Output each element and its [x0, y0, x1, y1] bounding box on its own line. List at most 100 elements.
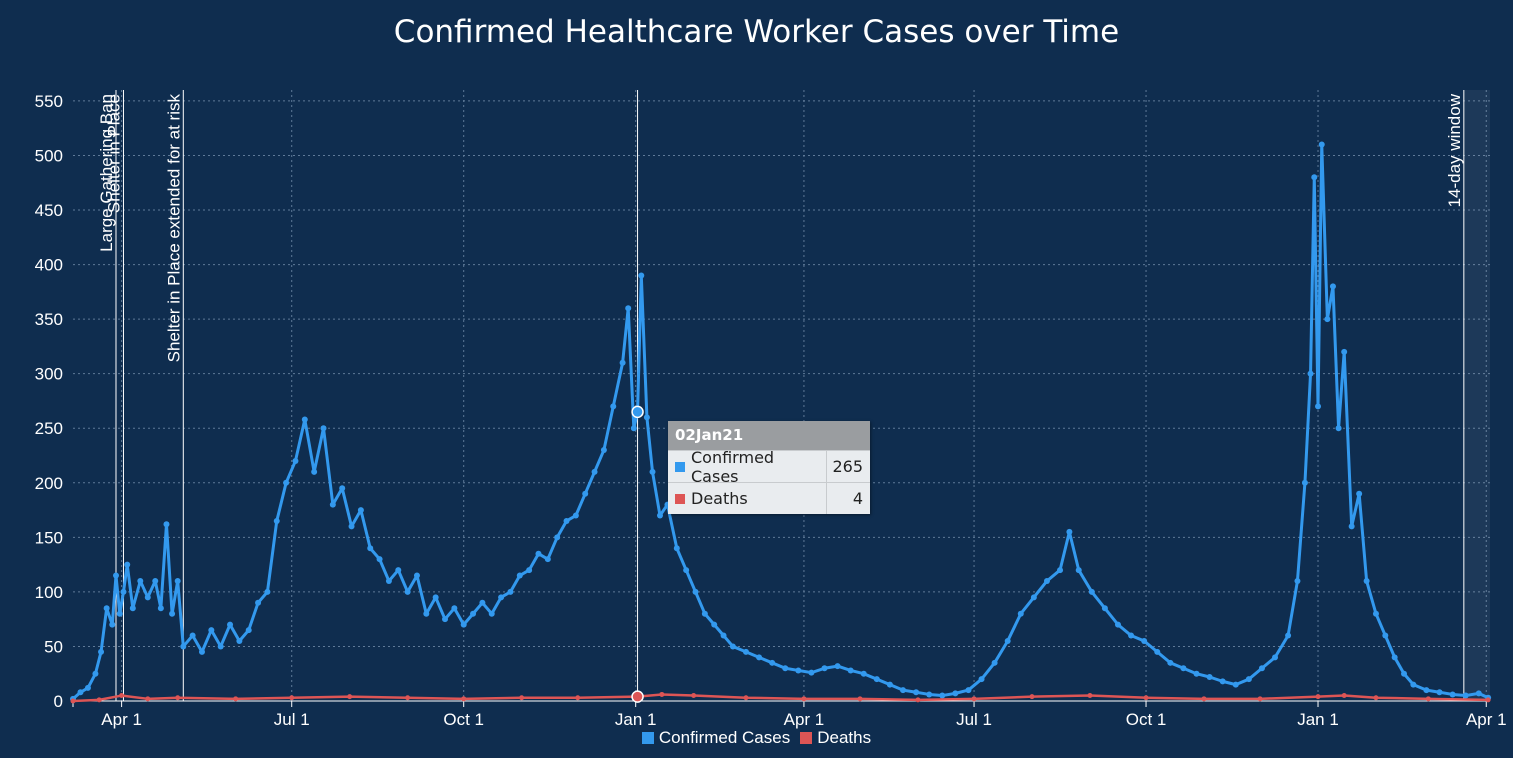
- data-point-confirmed-cases[interactable]: [227, 621, 234, 628]
- data-point-confirmed-cases[interactable]: [1030, 594, 1037, 601]
- data-point-confirmed-cases[interactable]: [137, 577, 144, 584]
- data-point-confirmed-cases[interactable]: [711, 621, 718, 628]
- data-point-deaths[interactable]: [1257, 696, 1263, 702]
- data-point-confirmed-cases[interactable]: [479, 599, 486, 606]
- data-point-deaths[interactable]: [347, 694, 353, 700]
- data-point-deaths[interactable]: [1029, 694, 1035, 700]
- data-point-deaths[interactable]: [1425, 696, 1431, 702]
- data-point-confirmed-cases[interactable]: [329, 501, 336, 508]
- data-point-confirmed-cases[interactable]: [1315, 403, 1322, 410]
- data-point-confirmed-cases[interactable]: [451, 605, 458, 612]
- data-point-confirmed-cases[interactable]: [1154, 648, 1161, 655]
- data-point-confirmed-cases[interactable]: [769, 659, 776, 666]
- data-point-confirmed-cases[interactable]: [236, 637, 243, 644]
- data-point-confirmed-cases[interactable]: [1382, 632, 1389, 639]
- data-point-confirmed-cases[interactable]: [470, 610, 477, 617]
- data-point-confirmed-cases[interactable]: [1219, 678, 1226, 685]
- data-point-deaths[interactable]: [691, 693, 697, 699]
- data-point-confirmed-cases[interactable]: [913, 689, 920, 696]
- data-point-confirmed-cases[interactable]: [926, 691, 933, 698]
- data-point-deaths[interactable]: [1341, 693, 1347, 699]
- data-point-confirmed-cases[interactable]: [157, 605, 164, 612]
- data-point-confirmed-cases[interactable]: [507, 588, 514, 595]
- data-point-confirmed-cases[interactable]: [84, 684, 91, 691]
- data-point-confirmed-cases[interactable]: [169, 610, 176, 617]
- data-point-confirmed-cases[interactable]: [683, 567, 690, 574]
- data-point-confirmed-cases[interactable]: [1475, 690, 1482, 697]
- data-point-confirmed-cases[interactable]: [180, 643, 187, 650]
- data-point-confirmed-cases[interactable]: [1335, 425, 1342, 432]
- data-point-confirmed-cases[interactable]: [124, 561, 131, 568]
- data-point-confirmed-cases[interactable]: [395, 567, 402, 574]
- legend-item-cases[interactable]: Confirmed Cases: [641, 728, 790, 748]
- data-point-confirmed-cases[interactable]: [649, 468, 656, 475]
- data-point-confirmed-cases[interactable]: [129, 605, 136, 612]
- data-point-deaths[interactable]: [915, 697, 921, 703]
- data-point-deaths[interactable]: [659, 691, 665, 697]
- data-point-confirmed-cases[interactable]: [320, 425, 327, 432]
- data-point-confirmed-cases[interactable]: [174, 577, 181, 584]
- data-point-confirmed-cases[interactable]: [1101, 605, 1108, 612]
- data-point-confirmed-cases[interactable]: [98, 648, 105, 655]
- data-point-deaths[interactable]: [743, 695, 749, 701]
- data-point-confirmed-cases[interactable]: [991, 659, 998, 666]
- data-point-confirmed-cases[interactable]: [1462, 692, 1469, 699]
- data-point-confirmed-cases[interactable]: [301, 416, 308, 423]
- data-point-confirmed-cases[interactable]: [1193, 670, 1200, 677]
- data-point-confirmed-cases[interactable]: [144, 594, 151, 601]
- data-point-confirmed-cases[interactable]: [1329, 283, 1336, 290]
- data-point-confirmed-cases[interactable]: [1114, 621, 1121, 628]
- data-point-confirmed-cases[interactable]: [245, 627, 252, 634]
- data-point-confirmed-cases[interactable]: [656, 512, 663, 519]
- data-point-confirmed-cases[interactable]: [255, 599, 262, 606]
- data-point-confirmed-cases[interactable]: [385, 577, 392, 584]
- data-point-confirmed-cases[interactable]: [404, 588, 411, 595]
- data-point-deaths[interactable]: [145, 696, 151, 702]
- data-point-confirmed-cases[interactable]: [1285, 632, 1292, 639]
- data-point-confirmed-cases[interactable]: [965, 687, 972, 694]
- data-point-deaths[interactable]: [96, 697, 102, 703]
- data-point-confirmed-cases[interactable]: [423, 610, 430, 617]
- data-point-confirmed-cases[interactable]: [591, 468, 598, 475]
- data-point-confirmed-cases[interactable]: [821, 665, 828, 672]
- data-point-confirmed-cases[interactable]: [1017, 610, 1024, 617]
- data-point-confirmed-cases[interactable]: [1356, 490, 1363, 497]
- data-point-confirmed-cases[interactable]: [1449, 691, 1456, 698]
- data-point-confirmed-cases[interactable]: [939, 692, 946, 699]
- data-point-confirmed-cases[interactable]: [1206, 673, 1213, 680]
- data-point-confirmed-cases[interactable]: [1043, 577, 1050, 584]
- data-point-confirmed-cases[interactable]: [563, 517, 570, 524]
- data-point-confirmed-cases[interactable]: [112, 572, 119, 579]
- data-point-confirmed-cases[interactable]: [413, 572, 420, 579]
- data-point-confirmed-cases[interactable]: [619, 359, 626, 366]
- data-point-confirmed-cases[interactable]: [1258, 665, 1265, 672]
- data-point-deaths[interactable]: [1315, 694, 1321, 700]
- data-point-confirmed-cases[interactable]: [720, 632, 727, 639]
- legend-item-deaths[interactable]: Deaths: [800, 728, 871, 748]
- data-point-confirmed-cases[interactable]: [808, 669, 815, 676]
- data-point-confirmed-cases[interactable]: [116, 610, 123, 617]
- data-point-confirmed-cases[interactable]: [1391, 654, 1398, 661]
- data-point-confirmed-cases[interactable]: [572, 512, 579, 519]
- data-point-confirmed-cases[interactable]: [376, 556, 383, 563]
- data-point-confirmed-cases[interactable]: [860, 670, 867, 677]
- data-point-confirmed-cases[interactable]: [625, 305, 632, 312]
- data-point-deaths[interactable]: [1373, 695, 1379, 701]
- data-point-confirmed-cases[interactable]: [795, 667, 802, 674]
- data-point-deaths[interactable]: [405, 695, 411, 701]
- data-point-confirmed-cases[interactable]: [782, 665, 789, 672]
- data-point-confirmed-cases[interactable]: [1004, 637, 1011, 644]
- data-point-confirmed-cases[interactable]: [1180, 665, 1187, 672]
- data-point-confirmed-cases[interactable]: [77, 689, 84, 696]
- data-point-confirmed-cases[interactable]: [357, 507, 364, 514]
- data-point-confirmed-cases[interactable]: [348, 523, 355, 530]
- data-point-confirmed-cases[interactable]: [1075, 567, 1082, 574]
- data-point-confirmed-cases[interactable]: [582, 490, 589, 497]
- data-point-confirmed-cases[interactable]: [1088, 588, 1095, 595]
- data-point-confirmed-cases[interactable]: [1066, 528, 1073, 535]
- data-point-confirmed-cases[interactable]: [630, 425, 637, 432]
- data-point-deaths[interactable]: [971, 696, 977, 702]
- data-point-confirmed-cases[interactable]: [692, 588, 699, 595]
- data-point-confirmed-cases[interactable]: [756, 654, 763, 661]
